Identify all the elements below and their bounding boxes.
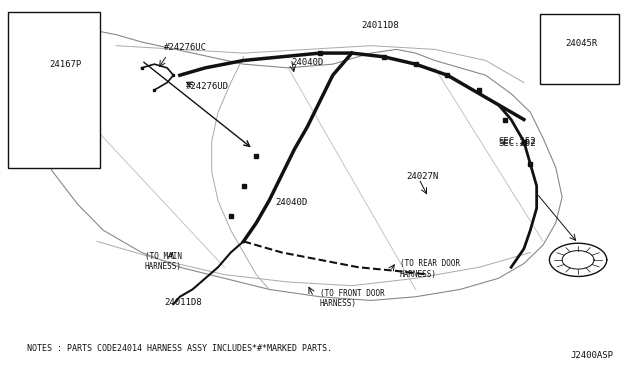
Text: #24276UD: #24276UD [186,82,229,91]
Text: (TO FRONT DOOR
HARNESS): (TO FRONT DOOR HARNESS) [320,289,385,308]
Text: (TO MAIN
HARNESS): (TO MAIN HARNESS) [145,252,182,272]
Text: 24045R: 24045R [565,39,598,48]
Text: NOTES : PARTS CODE24014 HARNESS ASSY INCLUDES*#*MARKED PARTS.: NOTES : PARTS CODE24014 HARNESS ASSY INC… [27,344,332,353]
Text: J2400ASP: J2400ASP [570,351,613,360]
Text: 24011D8: 24011D8 [362,21,399,30]
Text: 24167P: 24167P [49,60,81,69]
Text: 24040D: 24040D [275,198,308,207]
FancyBboxPatch shape [575,42,600,64]
Text: SEC.252: SEC.252 [499,137,536,146]
FancyBboxPatch shape [540,14,620,84]
FancyBboxPatch shape [8,13,100,167]
Text: #24276UC: #24276UC [164,43,207,52]
Text: 24040D: 24040D [291,58,324,67]
Text: 24027N: 24027N [406,172,438,181]
Text: 24011D8: 24011D8 [164,298,202,307]
Text: SEC.252: SEC.252 [499,139,536,148]
Text: (TO REAR DOOR
HARNESS): (TO REAR DOOR HARNESS) [399,259,460,279]
